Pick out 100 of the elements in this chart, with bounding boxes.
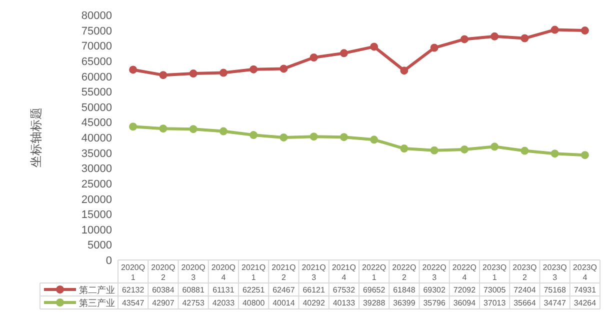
y-tick-label: 55000 — [81, 86, 112, 99]
point — [159, 124, 168, 133]
point — [580, 26, 589, 35]
x-tick-label: 2023Q4 — [572, 263, 597, 282]
y-tick-label: 65000 — [81, 56, 112, 68]
y-tick-label: 45000 — [81, 117, 112, 130]
data-label: 43547 — [122, 298, 145, 308]
data-label: 36399 — [393, 298, 416, 308]
point — [310, 54, 318, 62]
point — [400, 66, 408, 75]
point — [189, 70, 198, 78]
y-tick-label: 60000 — [81, 71, 112, 84]
x-tick-label: 2021Q3 — [302, 263, 326, 282]
x-tick-label: 2020Q4 — [211, 263, 236, 282]
y-tick-label: 25000 — [81, 178, 112, 190]
y-tick-label: 35000 — [81, 148, 112, 160]
point — [250, 131, 258, 140]
data-label: 40133 — [332, 298, 356, 308]
x-tick-label: 2023Q1 — [482, 263, 507, 282]
point — [490, 32, 499, 40]
y-tick-label: 80000 — [81, 10, 112, 22]
data-label: 62132 — [122, 286, 145, 294]
data-label: 37013 — [483, 298, 506, 308]
data-label: 72404 — [514, 286, 536, 294]
y-tick-label: 75000 — [81, 25, 112, 38]
point — [520, 34, 529, 42]
point — [129, 66, 138, 74]
x-tick-label: 2022Q3 — [422, 263, 446, 282]
data-label: 42907 — [152, 298, 175, 308]
point — [580, 151, 589, 160]
data-label: 35664 — [514, 298, 536, 308]
x-tick-label: 2021Q4 — [332, 263, 356, 282]
x-tick-label: 2023Q2 — [512, 263, 537, 282]
point — [280, 133, 288, 142]
data-label: 74931 — [574, 286, 597, 294]
x-tick-label: 2020Q1 — [121, 263, 146, 282]
point — [370, 136, 378, 144]
point — [430, 44, 438, 52]
data-label: 42033 — [212, 298, 236, 308]
data-label: 35796 — [423, 298, 446, 308]
data-label: 61848 — [393, 286, 416, 294]
data-label: 62251 — [242, 286, 266, 294]
data-label: 39288 — [362, 298, 386, 308]
point — [159, 71, 168, 80]
data-label: 36094 — [453, 298, 476, 308]
data-label: 62467 — [272, 286, 296, 294]
x-tick-label: 2023Q3 — [542, 263, 567, 282]
point — [250, 65, 258, 74]
x-tick-label: 2022Q2 — [392, 263, 416, 282]
point — [400, 144, 408, 153]
point — [460, 145, 468, 154]
x-tick-label: 2020Q2 — [151, 263, 176, 282]
y-tick-label: 40000 — [81, 132, 112, 144]
x-tick-label: 2022Q1 — [362, 263, 386, 282]
y-tick-label: 15000 — [81, 209, 112, 222]
data-label: 60881 — [182, 286, 205, 294]
data-label: 40800 — [242, 298, 266, 308]
point — [189, 125, 198, 134]
point — [430, 146, 438, 154]
data-label: 73005 — [483, 286, 506, 294]
data-label: 67532 — [332, 286, 356, 294]
point — [310, 132, 318, 141]
legend-label: 第三产业 — [79, 298, 115, 308]
x-tick-label: 2021Q2 — [272, 263, 296, 282]
y-tick-label: 0 — [106, 255, 112, 267]
point — [550, 150, 559, 158]
point — [520, 146, 529, 155]
data-label: 34747 — [544, 298, 566, 308]
legend-label: 第二产业 — [79, 285, 115, 295]
point — [280, 64, 288, 73]
y-tick-label: 5000 — [88, 240, 112, 252]
data-label: 34264 — [574, 298, 597, 308]
point — [129, 122, 138, 131]
x-tick-label: 2020Q3 — [181, 263, 206, 282]
point — [340, 133, 348, 142]
data-label: 40292 — [302, 298, 326, 308]
point — [460, 35, 468, 44]
y-tick-label: 30000 — [81, 163, 112, 176]
y-tick-label: 20000 — [81, 194, 112, 206]
point — [370, 42, 378, 51]
data-label: 40014 — [272, 298, 296, 308]
data-label: 60384 — [152, 286, 175, 294]
data-label: 69652 — [362, 286, 386, 294]
y-axis-title: 坐标轴标题 — [29, 108, 43, 168]
point — [490, 142, 499, 151]
data-label: 75168 — [544, 286, 566, 294]
y-tick-label: 50000 — [81, 102, 112, 114]
data-label: 72092 — [453, 286, 476, 294]
x-tick-label: 2022Q4 — [452, 263, 476, 282]
y-tick-label: 10000 — [81, 224, 112, 236]
point — [550, 26, 559, 34]
y-tick-label: 70000 — [81, 40, 112, 53]
x-tick-label: 2021Q1 — [242, 263, 266, 282]
data-label: 69302 — [423, 286, 446, 294]
data-label: 42753 — [182, 298, 205, 308]
point — [219, 68, 228, 77]
data-label: 66121 — [302, 286, 326, 294]
point — [340, 49, 348, 58]
point — [219, 127, 228, 136]
data-label: 61131 — [212, 286, 235, 294]
